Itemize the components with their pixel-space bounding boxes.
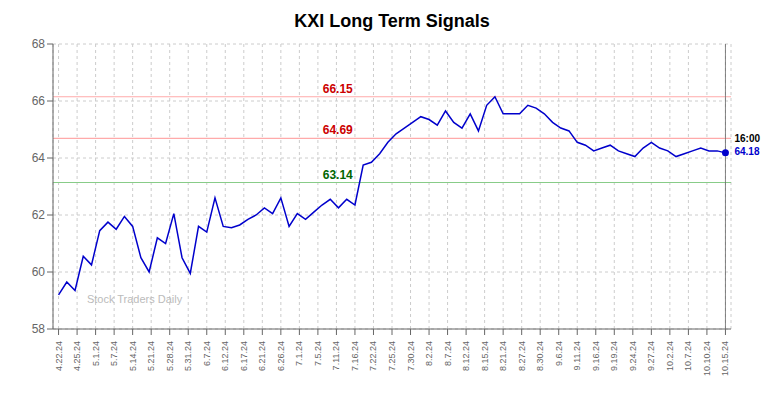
- svg-text:64: 64: [32, 151, 46, 165]
- html-text:Stock Traders Daily: Stock Traders Daily: [86, 293, 183, 306]
- svg-text:66.15: 66.15: [323, 82, 353, 96]
- svg-text:6.26.24: 6.26.24: [276, 341, 286, 371]
- svg-text:7.1.24: 7.1.24: [294, 341, 304, 366]
- svg-text:6.12.24: 6.12.24: [220, 341, 230, 371]
- html-text:KXI Long Term Signals: KXI Long Term Signals: [294, 11, 490, 31]
- svg-text:7.16.24: 7.16.24: [350, 341, 360, 371]
- svg-text:6.21.24: 6.21.24: [257, 341, 267, 371]
- svg-text:9.16.24: 9.16.24: [591, 341, 601, 371]
- svg-text:5.31.24: 5.31.24: [183, 341, 193, 371]
- svg-text:4.22.24: 4.22.24: [54, 341, 64, 371]
- svg-text:5.21.24: 5.21.24: [146, 341, 156, 371]
- svg-text:64.69: 64.69: [323, 123, 353, 137]
- svg-text:10.10.24: 10.10.24: [702, 341, 712, 376]
- svg-text:6.7.24: 6.7.24: [202, 341, 212, 366]
- svg-text:8.2.24: 8.2.24: [424, 341, 434, 366]
- svg-text:8.7.24: 8.7.24: [443, 341, 453, 366]
- svg-text:58: 58: [32, 322, 46, 336]
- svg-text:60: 60: [32, 265, 46, 279]
- svg-text:68: 68: [32, 37, 46, 51]
- svg-text:7.30.24: 7.30.24: [406, 341, 416, 371]
- svg-text:9.27.24: 9.27.24: [646, 341, 656, 371]
- svg-text:7.25.24: 7.25.24: [387, 341, 397, 371]
- svg-text:5.28.24: 5.28.24: [165, 341, 175, 371]
- svg-text:10.2.24: 10.2.24: [665, 341, 675, 371]
- svg-text:8.27.24: 8.27.24: [517, 341, 527, 371]
- svg-text:10.7.24: 10.7.24: [683, 341, 693, 371]
- svg-text:9.24.24: 9.24.24: [628, 341, 638, 371]
- svg-text:7.22.24: 7.22.24: [368, 341, 378, 371]
- svg-text:9.6.24: 9.6.24: [554, 341, 564, 366]
- svg-text:63.14: 63.14: [323, 168, 353, 182]
- svg-text:66: 66: [32, 94, 46, 108]
- svg-text:8.12.24: 8.12.24: [461, 341, 471, 371]
- svg-text:5.14.24: 5.14.24: [128, 341, 138, 371]
- svg-text:6.17.24: 6.17.24: [239, 341, 249, 371]
- svg-text:16:00: 16:00: [734, 133, 760, 144]
- svg-text:7.11.24: 7.11.24: [331, 341, 341, 370]
- svg-text:9.11.24: 9.11.24: [572, 341, 582, 370]
- svg-text:10.15.24: 10.15.24: [720, 341, 730, 376]
- svg-text:7.5.24: 7.5.24: [313, 341, 323, 366]
- svg-text:8.30.24: 8.30.24: [535, 341, 545, 371]
- svg-text:8.21.24: 8.21.24: [498, 341, 508, 371]
- svg-text:5.1.24: 5.1.24: [91, 341, 101, 366]
- svg-text:9.19.24: 9.19.24: [609, 341, 619, 371]
- svg-text:5.7.24: 5.7.24: [109, 341, 119, 366]
- svg-text:64.18: 64.18: [734, 146, 759, 157]
- svg-text:8.15.24: 8.15.24: [480, 341, 490, 371]
- svg-text:4.25.24: 4.25.24: [72, 341, 82, 371]
- svg-text:62: 62: [32, 208, 46, 222]
